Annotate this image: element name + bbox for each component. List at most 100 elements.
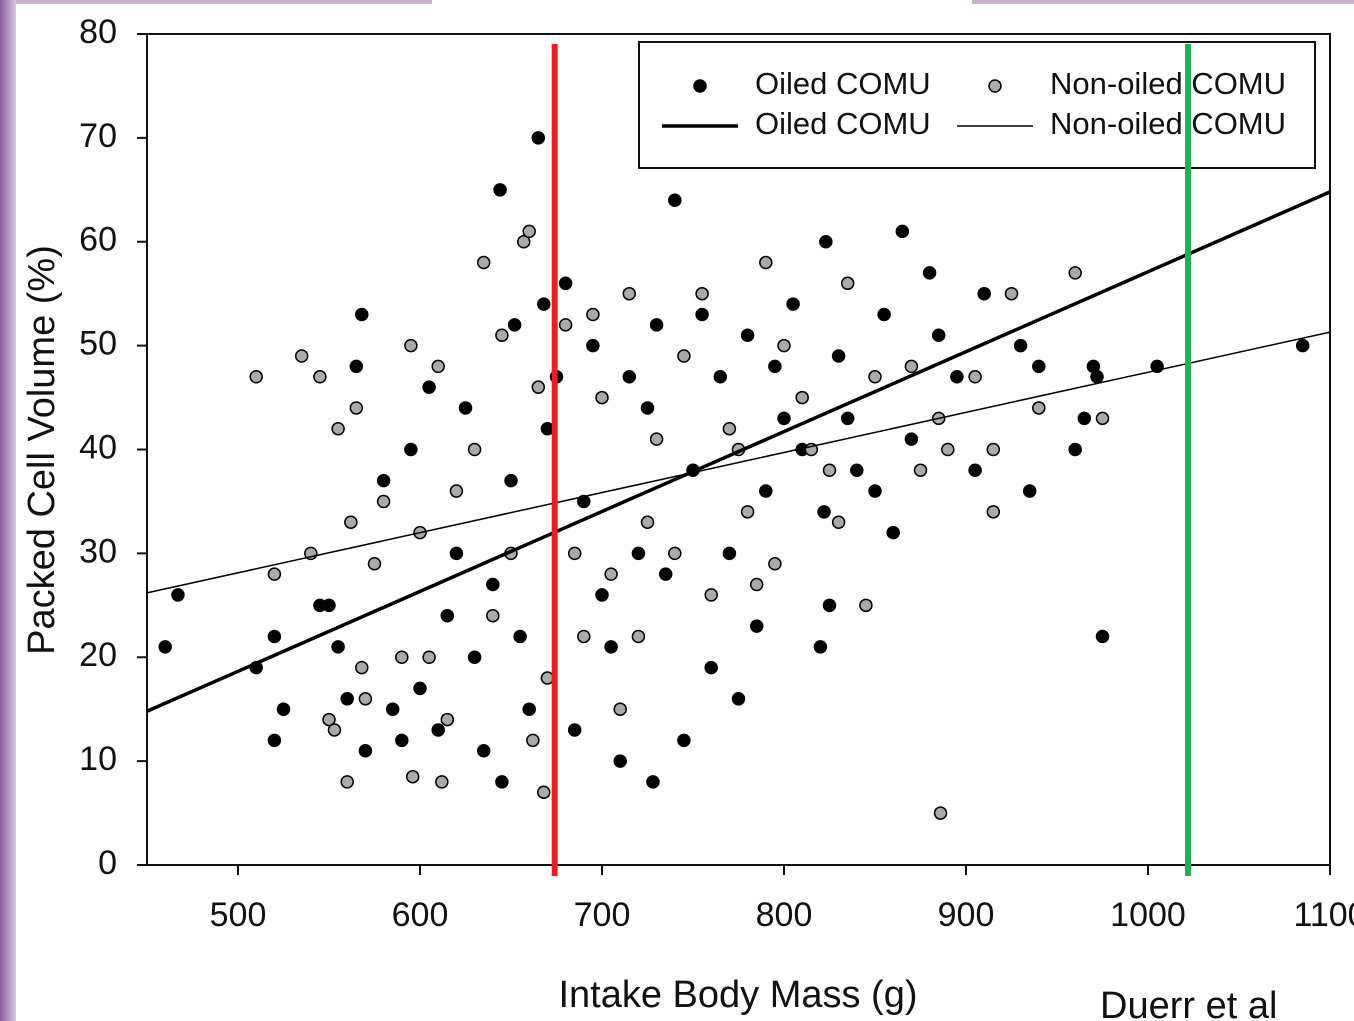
- data-point: [886, 525, 900, 540]
- data-point: [395, 733, 409, 748]
- data-point: [631, 629, 646, 644]
- data-point: [595, 390, 609, 405]
- data-point: [968, 370, 982, 384]
- data-point: [895, 224, 910, 239]
- data-point: [722, 421, 737, 436]
- data-point: [704, 588, 718, 602]
- data-point: [440, 712, 455, 727]
- data-point: [440, 608, 455, 623]
- data-point: [540, 671, 555, 685]
- background-strip: [0, 0, 16, 1021]
- data-point: [613, 702, 627, 716]
- data-point: [1004, 286, 1019, 301]
- data-point: [504, 473, 518, 488]
- data-point: [986, 505, 1001, 519]
- data-point: [813, 640, 828, 654]
- data-point: [668, 193, 682, 207]
- data-point: [1095, 411, 1110, 426]
- y-tick-label: 80: [79, 13, 117, 51]
- data-point: [640, 515, 655, 529]
- data-point: [404, 338, 418, 353]
- y-tick-label: 70: [79, 117, 117, 155]
- data-point: [722, 546, 737, 561]
- legend-label: Non-oiled COMU: [1050, 66, 1286, 101]
- data-point: [558, 318, 573, 332]
- y-tick-label: 0: [98, 844, 117, 882]
- data-point: [668, 546, 682, 561]
- data-point: [344, 515, 358, 529]
- data-point: [577, 494, 591, 509]
- data-point: [677, 733, 691, 748]
- x-tick-label: 600: [392, 896, 449, 934]
- data-point: [1068, 442, 1082, 457]
- x-tick-label: 700: [574, 896, 631, 934]
- regression-line: [146, 190, 1331, 713]
- data-point: [567, 546, 582, 561]
- data-point: [431, 723, 445, 737]
- data-point: [604, 640, 618, 654]
- data-point: [349, 359, 364, 374]
- data-point: [977, 286, 991, 301]
- data-point: [376, 494, 391, 509]
- data-point: [404, 442, 418, 457]
- data-point: [385, 702, 400, 716]
- data-point: [640, 401, 655, 415]
- data-point: [567, 723, 582, 737]
- data-point: [950, 370, 964, 384]
- data-point: [604, 567, 618, 581]
- data-point: [868, 484, 882, 498]
- data-point: [713, 370, 728, 384]
- data-point: [367, 557, 382, 571]
- data-point: [831, 515, 846, 529]
- data-point: [486, 608, 500, 623]
- data-point: [405, 769, 420, 784]
- data-point: [658, 567, 673, 581]
- data-point: [613, 754, 627, 768]
- data-point: [513, 629, 527, 644]
- data-point: [537, 785, 551, 800]
- data-point: [331, 640, 345, 654]
- data-point: [649, 318, 664, 332]
- regression-line: [146, 331, 1331, 594]
- data-point: [831, 349, 846, 363]
- data-point: [558, 276, 573, 291]
- data-point: [395, 650, 409, 664]
- data-point: [913, 463, 928, 478]
- data-point: [467, 442, 482, 457]
- data-point: [850, 463, 864, 478]
- data-point: [822, 598, 837, 613]
- data-point: [677, 349, 691, 363]
- data-point: [759, 484, 773, 498]
- data-point: [1077, 411, 1092, 426]
- data-point: [1090, 370, 1104, 384]
- data-point: [435, 775, 449, 789]
- data-point: [740, 328, 755, 342]
- data-point: [1032, 359, 1046, 374]
- data-point: [933, 806, 948, 820]
- data-point: [249, 370, 263, 384]
- data-point: [516, 235, 531, 249]
- y-tick-label: 20: [79, 636, 117, 674]
- y-axis-label: Packed Cell Volume (%): [21, 245, 63, 655]
- background-strip: [972, 0, 1354, 4]
- data-point: [586, 307, 600, 322]
- data-point: [531, 380, 546, 394]
- x-axis-label: Intake Body Mass (g): [558, 974, 917, 1016]
- data-point: [431, 359, 445, 374]
- data-point: [695, 286, 709, 301]
- data-point: [493, 183, 507, 197]
- data-point: [276, 702, 291, 716]
- data-point: [267, 567, 282, 581]
- data-point: [941, 442, 955, 457]
- data-point: [931, 328, 946, 342]
- x-tick-label: 1000: [1110, 896, 1186, 934]
- data-point: [422, 380, 436, 394]
- data-point: [267, 629, 282, 644]
- legend-box: [638, 41, 1316, 169]
- data-point: [507, 318, 522, 332]
- data-point: [540, 421, 555, 436]
- data-point: [1013, 338, 1028, 353]
- x-tick-label: 1100: [1293, 896, 1354, 934]
- y-tick-label: 60: [79, 221, 117, 259]
